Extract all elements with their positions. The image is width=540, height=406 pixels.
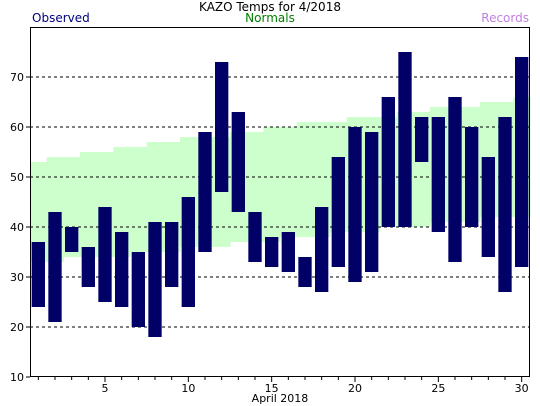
normals-range-day-7 bbox=[130, 147, 148, 252]
observed-bar-day-20 bbox=[348, 127, 362, 282]
y-tick-label-50: 50 bbox=[10, 171, 24, 184]
observed-bar-day-27 bbox=[465, 127, 479, 227]
observed-bar-day-14 bbox=[248, 212, 262, 262]
axes: 10 20 30 40 50 60 70 5 10 15 20 25 30 bbox=[10, 71, 529, 395]
x-tick-label-15: 15 bbox=[265, 382, 279, 395]
observed-bar-day-26 bbox=[448, 97, 462, 262]
observed-bar-day-30 bbox=[515, 57, 529, 267]
observed-bar-day-23 bbox=[398, 52, 412, 227]
observed-bar-day-16 bbox=[281, 232, 295, 272]
observed-bar-day-21 bbox=[365, 132, 379, 272]
normals-range-day-4 bbox=[80, 152, 98, 257]
observed-bar-day-22 bbox=[381, 97, 395, 227]
normals-range-day-1 bbox=[30, 162, 48, 262]
y-tick-label-30: 30 bbox=[10, 271, 24, 284]
observed-bar-day-1 bbox=[31, 242, 45, 307]
observed-bar-day-7 bbox=[131, 252, 145, 327]
observed-bar-day-17 bbox=[298, 257, 312, 287]
observed-bar-day-25 bbox=[431, 117, 445, 232]
observed-bar-day-29 bbox=[498, 117, 512, 292]
observed-bar-day-6 bbox=[115, 232, 129, 307]
x-tick-label-10: 10 bbox=[181, 382, 195, 395]
observed-bar-day-19 bbox=[331, 157, 345, 267]
observed-bar-day-9 bbox=[165, 222, 179, 287]
observed-bar-day-10 bbox=[181, 197, 195, 307]
legend-observed: Observed bbox=[32, 11, 90, 25]
observed-bar-day-3 bbox=[65, 227, 79, 252]
x-tick-label-5: 5 bbox=[102, 382, 109, 395]
y-tick-label-20: 20 bbox=[10, 321, 24, 334]
y-tick-label-40: 40 bbox=[10, 221, 24, 234]
observed-bar-day-12 bbox=[215, 62, 229, 192]
legend-records: Records bbox=[481, 11, 529, 25]
grid-lines bbox=[30, 76, 530, 328]
chart-title: KAZO Temps for 4/2018 bbox=[199, 0, 341, 14]
x-axis-label: April 2018 bbox=[252, 392, 309, 405]
legend-normals: Normals bbox=[245, 11, 295, 25]
y-tick-label-60: 60 bbox=[10, 121, 24, 134]
y-tick-label-10: 10 bbox=[10, 371, 24, 384]
x-tick-label-25: 25 bbox=[431, 382, 445, 395]
plot-frame bbox=[30, 27, 530, 377]
observed-bar-day-4 bbox=[81, 247, 95, 287]
observed-bars bbox=[31, 52, 529, 337]
observed-bar-day-5 bbox=[98, 207, 112, 302]
observed-bar-day-15 bbox=[265, 237, 279, 267]
normals-range-day-15 bbox=[263, 127, 281, 242]
observed-bar-day-2 bbox=[48, 212, 62, 322]
observed-bar-day-24 bbox=[415, 117, 429, 162]
y-tick-label-70: 70 bbox=[10, 71, 24, 84]
x-tick-label-20: 20 bbox=[348, 382, 362, 395]
observed-bar-day-13 bbox=[231, 112, 245, 212]
observed-bar-day-11 bbox=[198, 132, 212, 252]
observed-bar-day-8 bbox=[148, 222, 162, 337]
normals-range-day-6 bbox=[113, 147, 131, 257]
observed-bar-day-28 bbox=[481, 157, 495, 257]
observed-bar-day-18 bbox=[315, 207, 329, 292]
normals-range-day-17 bbox=[296, 122, 314, 237]
normals-range-day-16 bbox=[280, 127, 298, 237]
x-tick-label-30: 30 bbox=[515, 382, 529, 395]
